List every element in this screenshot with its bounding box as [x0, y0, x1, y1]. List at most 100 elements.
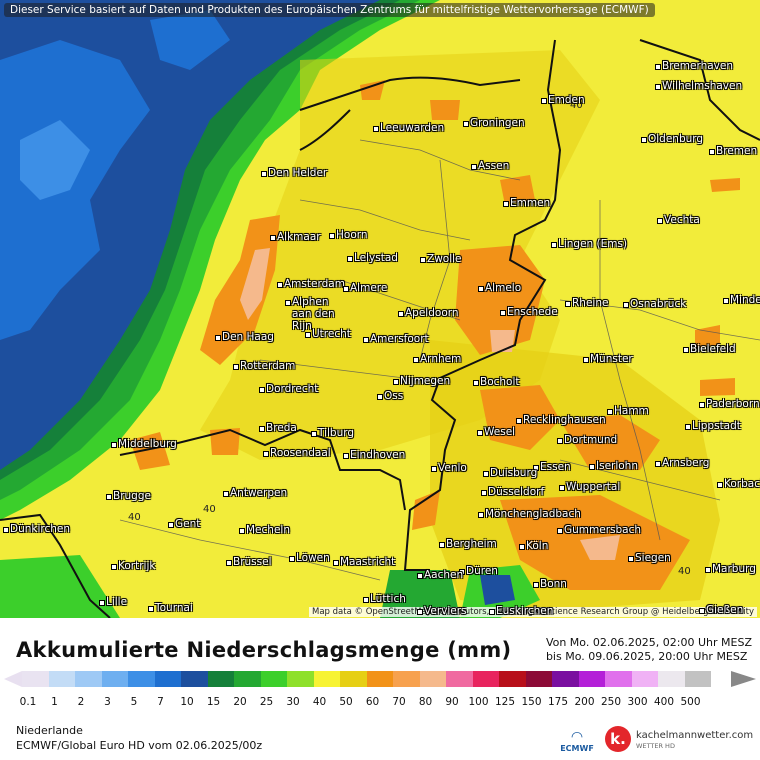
- precipitation-map: Dieser Service basiert auf Daten und Pro…: [0, 0, 760, 618]
- city-label: Amersfoort: [370, 333, 429, 345]
- city-label: Tilburg: [318, 427, 355, 439]
- city-label: Bonn: [540, 578, 567, 590]
- city-marker: [289, 556, 295, 562]
- colorbar-tick-label: 400: [653, 696, 675, 708]
- colorbar-swatch: [472, 671, 499, 687]
- city-label: Lelystad: [354, 252, 398, 264]
- city-label: Utrecht: [312, 328, 351, 340]
- city-label: Bergheim: [446, 538, 497, 550]
- colorbar-tick-label: 0.1: [19, 696, 37, 708]
- city-label: Oss: [384, 390, 404, 402]
- city-marker: [473, 380, 479, 386]
- city-marker: [699, 402, 705, 408]
- colorbar-swatch: [260, 671, 287, 687]
- city-label: Den Haag: [222, 331, 274, 343]
- city-marker: [503, 201, 509, 207]
- city-marker: [413, 357, 419, 363]
- city-label: Emden: [548, 94, 585, 106]
- city-label: Bremen: [716, 145, 758, 157]
- city-label: Rheine: [572, 297, 609, 309]
- colorbar-tick-label: 7: [157, 696, 164, 708]
- city-label: Lille: [106, 596, 128, 608]
- city-label: Duisburg: [490, 467, 538, 479]
- city-marker: [417, 609, 423, 615]
- colorbar-swatch: [552, 671, 579, 687]
- ecmwf-logo-text: ECMWF: [560, 744, 594, 753]
- city-marker: [373, 126, 379, 132]
- city-label: Oldenburg: [648, 133, 704, 145]
- city-label: Siegen: [635, 552, 671, 564]
- colorbar-tick-label: 2: [77, 696, 85, 708]
- city-marker: [343, 286, 349, 292]
- colorbar-tick-label: 300: [627, 696, 648, 708]
- colorbar-tick-label: 80: [418, 696, 433, 708]
- city-label: Almelo: [485, 282, 522, 294]
- city-marker: [377, 394, 383, 400]
- city-marker: [705, 567, 711, 573]
- city-label: Bielefeld: [690, 343, 736, 355]
- city-marker: [685, 424, 691, 430]
- map-canvas: [0, 0, 760, 618]
- city-marker: [233, 364, 239, 370]
- city-label: Den Helder: [268, 167, 328, 179]
- colorbar-swatch: [340, 671, 367, 687]
- city-marker: [655, 84, 661, 90]
- colorbar-tick-label: 200: [574, 696, 595, 708]
- colorbar-tick-label: 10: [180, 696, 194, 708]
- city-label: Brüssel: [233, 556, 272, 568]
- colorbar-tick-label: 70: [392, 696, 406, 708]
- city-label: Tournai: [155, 602, 193, 614]
- city-marker: [655, 64, 661, 70]
- colorbar-tick-label: 125: [494, 696, 516, 708]
- city-marker: [481, 490, 487, 496]
- city-marker: [459, 569, 465, 575]
- city-label: Wesel: [484, 426, 516, 438]
- city-marker: [516, 418, 522, 424]
- data-source-banner: Dieser Service basiert auf Daten und Pro…: [4, 3, 655, 17]
- city-label: Maastricht: [340, 556, 396, 568]
- brand-name: kachelmannwetter.com: [636, 730, 754, 741]
- city-label: Brugge: [113, 490, 151, 502]
- city-label: Gent: [175, 518, 201, 530]
- colorbar-swatch: [366, 671, 393, 687]
- colorbar-swatch: [313, 671, 340, 687]
- colorbar-swatch: [22, 671, 49, 687]
- city-marker: [641, 137, 647, 143]
- colorbar-tick-label: 3: [104, 696, 111, 708]
- contour-label: 40: [128, 512, 141, 523]
- city-label: Iserlohn: [596, 460, 638, 472]
- city-marker: [347, 256, 353, 262]
- city-marker: [261, 171, 267, 177]
- ecmwf-logo-icon: ◠: [571, 729, 583, 745]
- city-label: Düsseldorf: [488, 486, 545, 498]
- city-marker: [565, 301, 571, 307]
- city-marker: [259, 387, 265, 393]
- map-attribution[interactable]: Map data © OpenStreetMap contributors, r…: [309, 607, 757, 617]
- city-label: Aachen: [424, 569, 464, 581]
- contour-label: 40: [678, 566, 691, 577]
- colorbar-swatch: [393, 671, 420, 687]
- city-marker: [471, 164, 477, 170]
- city-marker: [628, 556, 634, 562]
- period-from: Von Mo. 02.06.2025, 02:00 Uhr MESZ: [545, 636, 752, 649]
- colorbar-swatch: [48, 671, 75, 687]
- city-marker: [533, 465, 539, 471]
- city-marker: [417, 573, 423, 579]
- city-marker: [478, 286, 484, 292]
- colorbar-tick-label: 100: [468, 696, 489, 708]
- colorbar-swatch: [287, 671, 314, 687]
- city-marker: [723, 298, 729, 304]
- colorbar-tick-label: 15: [206, 696, 221, 708]
- city-label: Alkmaar: [277, 231, 321, 243]
- city-marker: [439, 542, 445, 548]
- city-label: Assen: [478, 160, 510, 172]
- colorbar-max-arrow: [731, 671, 756, 687]
- city-marker: [657, 218, 663, 224]
- city-label: Enschede: [507, 306, 558, 318]
- colorbar-ticks: 0.1 1 2 3 5 7 10 15 20 25 30 40 50 60 70 80 90 100 125 150 1…: [0, 696, 760, 710]
- legend-panel: Akkumulierte Niederschlagsmenge (mm) Von…: [0, 618, 760, 760]
- city-marker: [285, 300, 291, 306]
- colorbar-tick-label: 1: [51, 696, 58, 708]
- colorbar-swatch: [658, 671, 685, 687]
- city-marker: [500, 310, 506, 316]
